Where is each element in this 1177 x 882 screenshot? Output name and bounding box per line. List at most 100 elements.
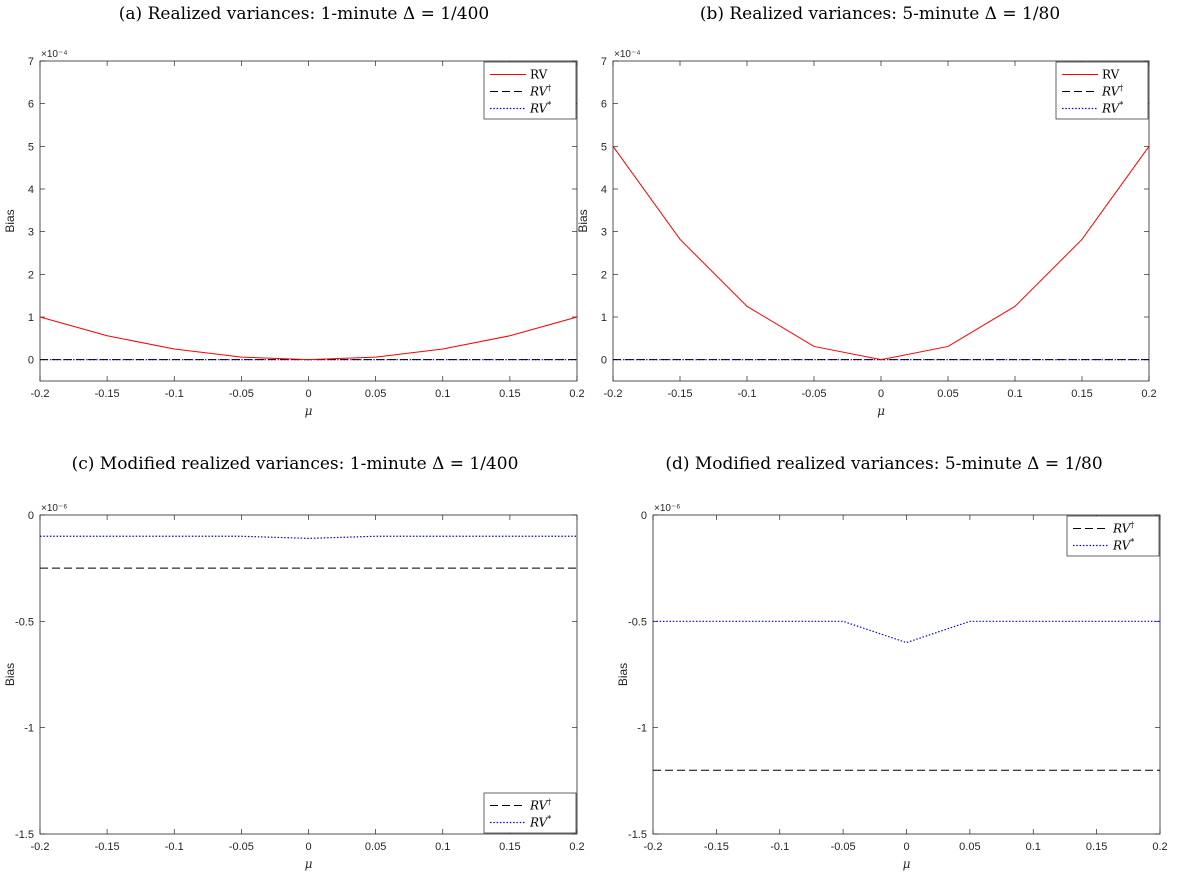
legend-label-d-0: RV† — [1112, 521, 1134, 536]
y-exponent-a: ×10⁻⁴ — [41, 49, 68, 60]
y-axis-label-c: Bias — [3, 663, 17, 686]
x-tick-label-c-0: -0.2 — [31, 841, 50, 853]
series-line-b-0 — [612, 146, 1150, 361]
x-tick-label-b-4: 0 — [878, 388, 884, 400]
y-axis-label-b: Bias — [576, 209, 590, 232]
y-tick-label-d-1: -1 — [637, 723, 647, 735]
y-tick-label-b-4: 4 — [601, 184, 607, 196]
x-tick-label-b-8: 0.2 — [1141, 388, 1156, 400]
y-tick-label-c-0: -1.5 — [15, 829, 34, 841]
series-line-d-1 — [653, 620, 1160, 644]
y-exponent-d: ×10⁻⁶ — [654, 503, 680, 514]
y-exponent-c: ×10⁻⁶ — [41, 503, 67, 514]
x-tick-label-d-5: 0.05 — [959, 841, 980, 853]
chart-c: -0.2 -0.15 -0.1 -0.05 0 0.05 0.1 0.15 0.2 -1.5 -1 -… — [3, 503, 585, 871]
chart-b: -0.2 -0.15 -0.1 -0.05 0 0.05 0.1 0.15 0.2 0 1 2 3 4 5 6… — [576, 49, 1157, 418]
y-tick-label-a-6: 6 — [28, 99, 34, 111]
x-tick-label-d-0: -0.2 — [644, 841, 663, 853]
y-tick-label-b-1: 1 — [601, 312, 607, 324]
y-tick-label-c-2: -0.5 — [15, 616, 34, 628]
legend-box-c — [483, 792, 577, 834]
panel-d-title: (d) Modified realized variances: 5-minut… — [665, 454, 1103, 474]
y-axis-label-a: Bias — [3, 209, 17, 232]
y-tick-label-b-5: 5 — [601, 141, 607, 153]
x-tick-label-d-7: 0.15 — [1086, 841, 1107, 853]
x-tick-label-d-4: 0 — [903, 841, 909, 853]
y-tick-label-a-7: 7 — [28, 56, 34, 68]
x-tick-label-a-7: 0.15 — [499, 388, 520, 400]
x-tick-label-c-8: 0.2 — [569, 841, 584, 853]
y-tick-label-d-0: -1.5 — [628, 829, 647, 841]
legend-label-d-1: RV* — [1112, 538, 1134, 553]
legend-label-a-1: RV† — [529, 84, 551, 99]
legend-label-b-1: RV† — [1101, 84, 1123, 99]
x-tick-label-a-3: -0.05 — [229, 388, 254, 400]
x-tick-label-d-3: -0.05 — [831, 841, 856, 853]
plot-area-c — [39, 514, 578, 835]
y-tick-label-a-5: 5 — [28, 141, 34, 153]
x-tick-label-b-5: 0.05 — [937, 388, 958, 400]
y-exponent-b: ×10⁻⁴ — [614, 49, 641, 60]
x-tick-label-a-0: -0.2 — [31, 388, 50, 400]
legend-box-b — [1055, 61, 1149, 120]
y-tick-label-a-4: 4 — [28, 184, 34, 196]
chart-d: -0.2 -0.15 -0.1 -0.05 0 0.05 0.1 0.15 0.2 -1.5 -1 -… — [616, 503, 1168, 871]
y-tick-label-b-3: 3 — [601, 227, 607, 239]
x-axis-label-d: μ — [903, 857, 911, 871]
panel-a-title: (a) Realized variances: 1-minute Δ = 1/4… — [118, 4, 490, 24]
x-tick-label-c-6: 0.1 — [435, 841, 450, 853]
x-tick-label-d-1: -0.15 — [704, 841, 729, 853]
legend-label-b-2: RV* — [1101, 101, 1123, 116]
y-axis-label-d: Bias — [616, 663, 630, 686]
x-tick-label-b-7: 0.15 — [1071, 388, 1092, 400]
x-axis-label-a: μ — [305, 404, 313, 418]
x-tick-label-a-6: 0.1 — [435, 388, 450, 400]
x-tick-label-a-8: 0.2 — [569, 388, 584, 400]
legend-label-b-0: RV — [1102, 68, 1120, 82]
legend-label-c-1: RV* — [529, 815, 551, 830]
plot-area-d — [652, 514, 1161, 835]
x-tick-label-a-4: 0 — [305, 388, 311, 400]
legend-d: RV† RV* — [1066, 515, 1160, 557]
panel-b-title: (b) Realized variances: 5-minute Δ = 1/8… — [699, 4, 1061, 24]
chart-a: -0.2 -0.15 -0.1 -0.05 0 0.05 0.1 0.15 0.2 0 1 2 3 4 5 6… — [3, 49, 585, 418]
y-tick-label-b-2: 2 — [601, 269, 607, 281]
x-tick-label-c-2: -0.1 — [165, 841, 184, 853]
x-tick-label-b-1: -0.15 — [667, 388, 692, 400]
y-tick-label-d-3: 0 — [641, 510, 647, 522]
x-tick-label-c-3: -0.05 — [229, 841, 254, 853]
panel-c-title: (c) Modified realized variances: 1-minut… — [71, 454, 519, 474]
x-tick-label-c-7: 0.15 — [499, 841, 520, 853]
x-tick-label-c-1: -0.15 — [95, 841, 120, 853]
legend-label-c-0: RV† — [529, 798, 551, 813]
y-tick-label-c-3: 0 — [28, 510, 34, 522]
legend-box-a — [483, 61, 577, 120]
legend-b: RV RV† RV* — [1055, 61, 1149, 120]
x-tick-label-b-2: -0.1 — [738, 388, 757, 400]
y-tick-label-b-7: 7 — [601, 56, 607, 68]
x-axis-label-c: μ — [305, 857, 313, 871]
legend-label-a-0: RV — [530, 68, 548, 82]
x-tick-label-c-5: 0.05 — [365, 841, 386, 853]
x-tick-label-b-6: 0.1 — [1007, 388, 1022, 400]
y-tick-label-a-0: 0 — [28, 355, 34, 367]
series-line-c-1 — [40, 535, 577, 539]
y-tick-label-b-0: 0 — [601, 355, 607, 367]
x-tick-label-d-8: 0.2 — [1152, 841, 1167, 853]
x-tick-label-b-0: -0.2 — [604, 388, 623, 400]
legend-a: RV RV† RV* — [483, 61, 577, 120]
x-tick-label-a-1: -0.15 — [95, 388, 120, 400]
legend-c: RV† RV* — [483, 792, 577, 834]
x-tick-label-a-5: 0.05 — [365, 388, 386, 400]
series-line-a-0 — [39, 316, 578, 361]
legend-box-d — [1066, 515, 1160, 557]
y-tick-label-a-1: 1 — [28, 312, 34, 324]
y-tick-label-a-2: 2 — [28, 269, 34, 281]
y-tick-label-d-2: -0.5 — [628, 616, 647, 628]
x-tick-label-d-6: 0.1 — [1026, 841, 1041, 853]
x-tick-label-c-4: 0 — [305, 841, 311, 853]
x-tick-label-d-2: -0.1 — [770, 841, 789, 853]
y-tick-label-a-3: 3 — [28, 227, 34, 239]
legend-label-a-2: RV* — [529, 101, 551, 116]
